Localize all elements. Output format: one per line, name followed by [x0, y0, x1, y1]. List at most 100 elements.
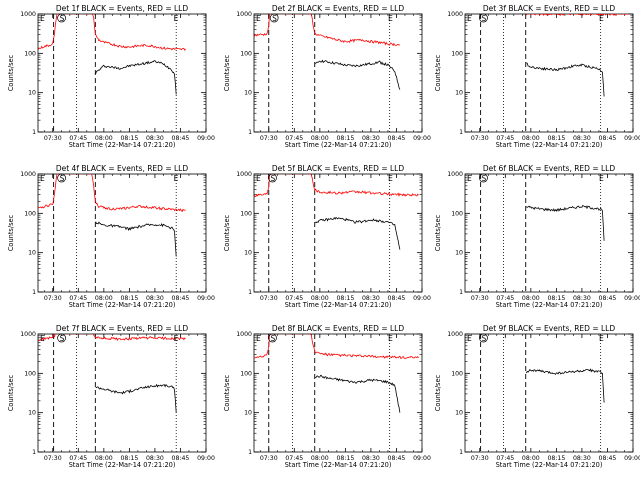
y-axis-label: Counts/sec [434, 54, 442, 91]
x-tick-label: 08:30 [146, 295, 164, 302]
y-tick-label: 1000 [447, 171, 463, 178]
x-tick-label: 07:30 [260, 135, 278, 142]
x-tick-label: 08:45 [599, 295, 617, 302]
y-tick-label: 10 [455, 90, 463, 97]
plot-frame [253, 13, 423, 133]
y-tick-label: 100 [240, 50, 252, 57]
marker-circle [479, 13, 488, 23]
y-tick-label: 1 [32, 129, 36, 136]
y-tick-label: 1 [459, 449, 463, 456]
y-axis-label: Counts/sec [434, 214, 442, 251]
panel-title: Det 7f BLACK = Events, RED = LLD [56, 324, 189, 333]
x-tick-label: 09:00 [624, 135, 640, 142]
x-tick-label: 09:00 [197, 135, 215, 142]
y-axis-label: Counts/sec [223, 374, 231, 411]
x-axis-label: Start Time (22-Mar-14 07:21:20) [69, 141, 176, 149]
x-tick-label: 08:30 [573, 455, 591, 462]
x-tick-label: 09:00 [413, 135, 431, 142]
y-tick-label: 1000 [20, 171, 36, 178]
x-tick-label: 08:15 [547, 455, 565, 462]
marker-label: S [60, 334, 65, 343]
series-line-lld [254, 174, 419, 198]
marker-label: E [40, 14, 45, 23]
x-axis-label: Start Time (22-Mar-14 07:21:20) [496, 141, 603, 149]
x-tick-label: 07:45 [496, 455, 514, 462]
x-tick-label: 07:45 [285, 295, 303, 302]
y-axis-label: Counts/sec [434, 374, 442, 411]
plot-frame [464, 333, 634, 453]
marker-label: E [174, 334, 179, 343]
x-tick-label: 08:30 [146, 455, 164, 462]
chart-panel-7: Det 7f BLACK = Events, RED = LLD 1 10 100 10… [7, 324, 215, 469]
x-tick-label: 08:30 [362, 135, 380, 142]
marker-label: E [467, 334, 472, 343]
x-tick-label: 09:00 [413, 455, 431, 462]
y-tick-label: 100 [24, 210, 36, 217]
x-tick-label: 08:15 [120, 455, 138, 462]
series-line-events [314, 216, 401, 250]
x-axis-label: Start Time (22-Mar-14 07:21:20) [285, 141, 392, 149]
marker-label: E [40, 174, 45, 183]
x-tick-label: 07:30 [44, 455, 62, 462]
y-tick-label: 100 [24, 370, 36, 377]
x-tick-label: 08:00 [95, 135, 113, 142]
marker-label: E [599, 174, 604, 183]
x-tick-label: 09:00 [197, 455, 215, 462]
x-tick-label: 09:00 [624, 455, 640, 462]
marker-circle [268, 333, 277, 343]
marker-label: S [272, 14, 277, 23]
x-tick-label: 07:45 [69, 135, 87, 142]
marker-circle [479, 173, 488, 183]
marker-label: E [174, 14, 179, 23]
x-tick-label: 08:45 [388, 135, 406, 142]
marker-label: E [599, 334, 604, 343]
chart-panel-1: Det 1f BLACK = Events, RED = LLD 1 10 100 10… [7, 4, 215, 149]
x-tick-label: 07:30 [44, 135, 62, 142]
chart-panel-4: Det 4f BLACK = Events, RED = LLD 1 10 100 10… [7, 164, 215, 309]
chart-panel-9: Det 9f BLACK = Events, RED = LLD 1 10 100 10… [434, 324, 640, 469]
marker-label: E [467, 14, 472, 23]
marker-circle [57, 333, 66, 343]
y-tick-label: 1000 [447, 331, 463, 338]
x-tick-label: 08:00 [522, 455, 540, 462]
marker-label: S [60, 174, 65, 183]
x-tick-label: 08:00 [522, 135, 540, 142]
y-tick-label: 10 [244, 250, 252, 257]
marker-label: E [388, 334, 393, 343]
chart-panel-3: Det 3f BLACK = Events, RED = LLD 1 10 100 10… [434, 4, 640, 149]
y-tick-label: 1000 [20, 11, 36, 18]
y-tick-label: 100 [451, 50, 463, 57]
x-tick-label: 08:00 [311, 295, 329, 302]
marker-circle [479, 333, 488, 343]
x-tick-label: 08:15 [336, 295, 354, 302]
marker-label: S [481, 174, 486, 183]
plot-frame [37, 173, 207, 293]
chart-panel-8: Det 8f BLACK = Events, RED = LLD 1 10 100 10… [223, 324, 431, 469]
marker-circle [269, 13, 279, 23]
series-line-lld [254, 334, 419, 359]
x-tick-label: 08:30 [573, 295, 591, 302]
x-tick-label: 08:45 [388, 295, 406, 302]
x-tick-label: 09:00 [197, 295, 215, 302]
y-axis-label: Counts/sec [7, 54, 15, 91]
plot-frame [37, 333, 207, 453]
y-tick-label: 1 [248, 129, 252, 136]
x-tick-label: 07:30 [471, 295, 489, 302]
chart-panel-6: Det 6f BLACK = Events, RED = LLD 1 10 100 10… [434, 164, 640, 309]
x-tick-label: 08:15 [336, 455, 354, 462]
series-line-lld [38, 334, 186, 342]
marker-circle [268, 173, 277, 183]
marker-label: S [481, 14, 486, 23]
y-tick-label: 10 [455, 250, 463, 257]
x-tick-label: 07:45 [285, 135, 303, 142]
y-tick-label: 1000 [236, 11, 252, 18]
series-line-events [314, 59, 401, 90]
panel-title: Det 1f BLACK = Events, RED = LLD [56, 4, 189, 13]
series-line-lld [38, 174, 186, 213]
x-tick-label: 08:45 [172, 455, 190, 462]
y-tick-label: 1000 [236, 171, 252, 178]
chart-panel-5: Det 5f BLACK = Events, RED = LLD 1 10 100 10… [223, 164, 431, 309]
x-tick-label: 08:15 [336, 135, 354, 142]
series-line-events [314, 374, 401, 413]
